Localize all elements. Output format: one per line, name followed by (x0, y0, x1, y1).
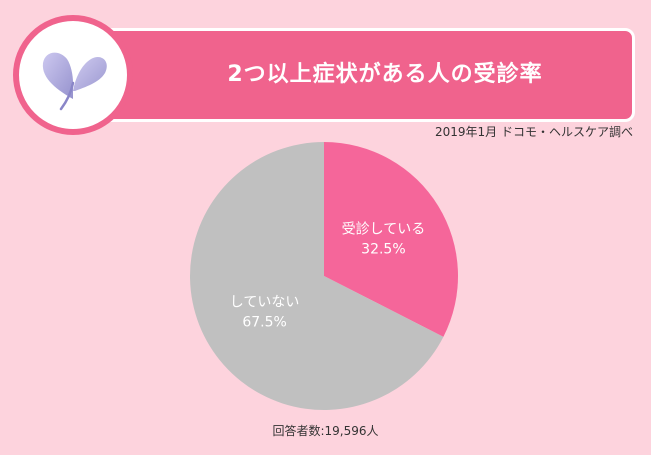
pie-slice-not-consulted (190, 142, 444, 410)
slice-label-name: 受診している (342, 222, 426, 238)
slice-label-value: 32.5% (361, 242, 405, 258)
chart-title: 2つ以上症状がある人の受診率 (227, 62, 543, 87)
slice-label-value: 67.5% (242, 314, 286, 330)
pie-slice-consulted (324, 142, 458, 337)
slice-label-name: していない (230, 294, 300, 310)
pie-slices (190, 142, 458, 410)
respondent-count: 回答者数:19,596人 (272, 424, 379, 438)
heart-leaf-icon (42, 52, 107, 111)
heart-logo (13, 15, 133, 135)
pie-labels: 受診している 32.5% していない 67.5% (230, 222, 425, 331)
source-note: 2019年1月 ドコモ・ヘルスケア調べ (435, 125, 633, 139)
title-banner (80, 28, 635, 122)
